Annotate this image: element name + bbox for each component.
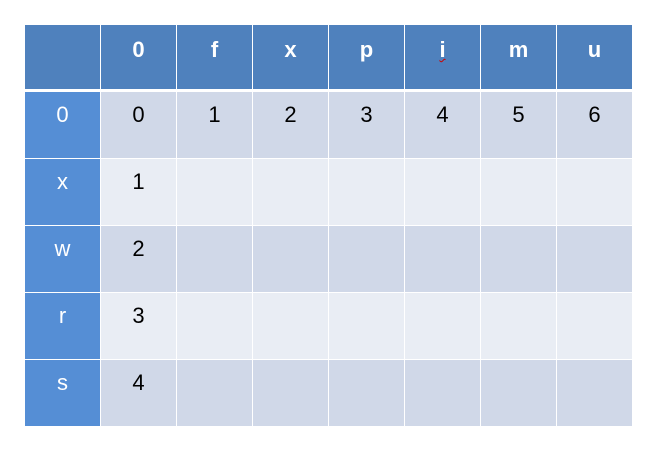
- table-cell: [556, 359, 633, 427]
- column-header: m: [480, 24, 557, 92]
- table-cell: [252, 359, 329, 427]
- table-cell: [176, 225, 253, 293]
- table-cell: [404, 292, 481, 360]
- table-cell: [328, 158, 405, 226]
- table-cell: [556, 225, 633, 293]
- table-cell: 4: [404, 90, 481, 159]
- table-cell: 1: [176, 90, 253, 159]
- table-cell: [480, 158, 557, 226]
- table-cell: [480, 292, 557, 360]
- table-cell: [480, 359, 557, 427]
- corner-cell: [24, 24, 101, 92]
- column-header: p: [328, 24, 405, 92]
- table-cell: [252, 225, 329, 293]
- table-cell: 2: [100, 225, 177, 293]
- column-header: i: [404, 24, 481, 92]
- row-header: s: [24, 359, 101, 427]
- table-cell: 4: [100, 359, 177, 427]
- table-cell: 3: [328, 90, 405, 159]
- table-cell: [556, 292, 633, 360]
- table-cell: [404, 359, 481, 427]
- row-header: r: [24, 292, 101, 360]
- table-cell: [328, 359, 405, 427]
- table-cell: [252, 292, 329, 360]
- table-cell: 3: [100, 292, 177, 360]
- row-header: x: [24, 158, 101, 226]
- table-cell: [176, 158, 253, 226]
- table-cell: [252, 158, 329, 226]
- column-header: f: [176, 24, 253, 92]
- table-cell: [328, 292, 405, 360]
- table-cell: 2: [252, 90, 329, 159]
- table-cell: [176, 292, 253, 360]
- table-cell: 0: [100, 90, 177, 159]
- row-header: 0: [24, 90, 101, 159]
- table-cell: [176, 359, 253, 427]
- table-cell: [404, 225, 481, 293]
- table-cell: [328, 225, 405, 293]
- column-header: 0: [100, 24, 177, 92]
- row-header: w: [24, 225, 101, 293]
- table-cell: [404, 158, 481, 226]
- table-cell: 6: [556, 90, 633, 159]
- table-cell: 1: [100, 158, 177, 226]
- table-cell: [480, 225, 557, 293]
- table-cell: [556, 158, 633, 226]
- column-header: u: [556, 24, 633, 92]
- column-header: x: [252, 24, 329, 92]
- table-cell: 5: [480, 90, 557, 159]
